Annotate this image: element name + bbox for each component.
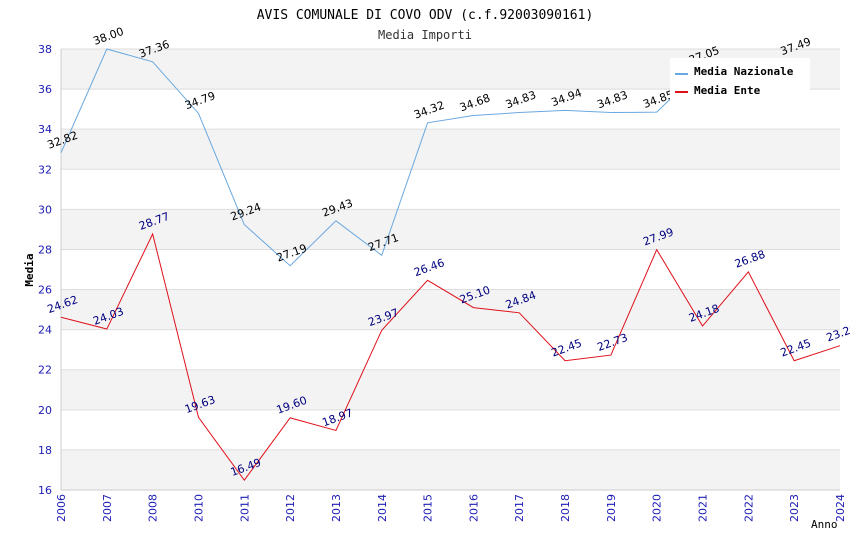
y-axis-label: Media: [23, 253, 36, 286]
data-label: 34.83: [595, 88, 629, 111]
data-label: 38.00: [91, 25, 125, 48]
x-axis-label: Anno: [811, 518, 838, 531]
x-tick-label: 2006: [55, 494, 68, 522]
x-tick-label: 2023: [788, 494, 801, 522]
band-24: [61, 289, 840, 330]
x-tick-label: 2018: [559, 494, 572, 522]
data-label: 26.88: [733, 248, 767, 271]
x-tick-label: 2007: [101, 494, 114, 522]
y-tick-label: 34: [38, 123, 52, 136]
y-tick-label: 32: [38, 163, 52, 176]
x-tick-label: 2022: [742, 494, 755, 522]
x-tick-label: 2024: [834, 494, 847, 522]
y-tick-label: 20: [38, 404, 52, 417]
y-tick-label: 30: [38, 203, 52, 216]
data-label: 34.68: [458, 91, 492, 114]
legend: Media Nazionale Media Ente: [670, 58, 810, 102]
band-28: [61, 209, 840, 250]
chart-title: AVIS COMUNALE DI COVO ODV (c.f.920030901…: [257, 8, 594, 23]
axes: [60, 49, 840, 491]
gridlines: [61, 48, 840, 491]
x-tick-label: 2020: [651, 494, 664, 522]
x-tick-labels: 2006 2007 2008 2010 2011 2012 2013 2014 2015 2016…: [55, 494, 847, 522]
legend-label-media-nazionale: Media Nazionale: [694, 65, 794, 78]
series-lines: [60, 48, 841, 482]
y-tick-label: 16: [38, 484, 52, 497]
x-tick-label: 2019: [605, 494, 618, 522]
band-32: [61, 129, 840, 170]
x-tick-label: 2010: [192, 494, 205, 522]
y-tick-label: 36: [38, 83, 52, 96]
y-tick-label: 26: [38, 284, 52, 297]
band-20: [61, 369, 840, 410]
x-tick-label: 2021: [697, 494, 710, 522]
data-label: 34.94: [550, 86, 584, 109]
y-tick-label: 38: [38, 43, 52, 56]
data-label: 34.83: [504, 88, 538, 111]
x-tick-label: 2015: [422, 494, 435, 522]
y-tick-label: 28: [38, 243, 52, 256]
x-tick-label: 2011: [238, 494, 251, 522]
plot-background-bands: [61, 49, 840, 490]
x-tick-label: 2008: [147, 494, 160, 522]
band-16: [61, 449, 840, 490]
legend-box: [670, 58, 810, 102]
x-tick-label: 2017: [513, 494, 526, 522]
chart-subtitle: Media Importi: [378, 28, 472, 42]
data-label: 34.32: [412, 99, 446, 122]
data-label: 22.45: [550, 337, 584, 360]
x-tick-label: 2016: [467, 494, 480, 522]
x-tick-label: 2014: [376, 494, 389, 522]
y-tick-label: 18: [38, 444, 52, 457]
y-tick-label: 24: [38, 324, 52, 337]
legend-label-media-ente: Media Ente: [694, 84, 761, 97]
x-tick-label: 2013: [330, 494, 343, 522]
data-label: 26.46: [412, 256, 446, 279]
series-line-media-ente: [60, 232, 841, 482]
data-label: 34.79: [183, 89, 217, 112]
y-tick-label: 22: [38, 364, 52, 377]
y-tick-labels: 16 18 20 22 24 26 28 30 32 34 36 38: [38, 43, 52, 497]
x-tick-label: 2012: [284, 494, 297, 522]
